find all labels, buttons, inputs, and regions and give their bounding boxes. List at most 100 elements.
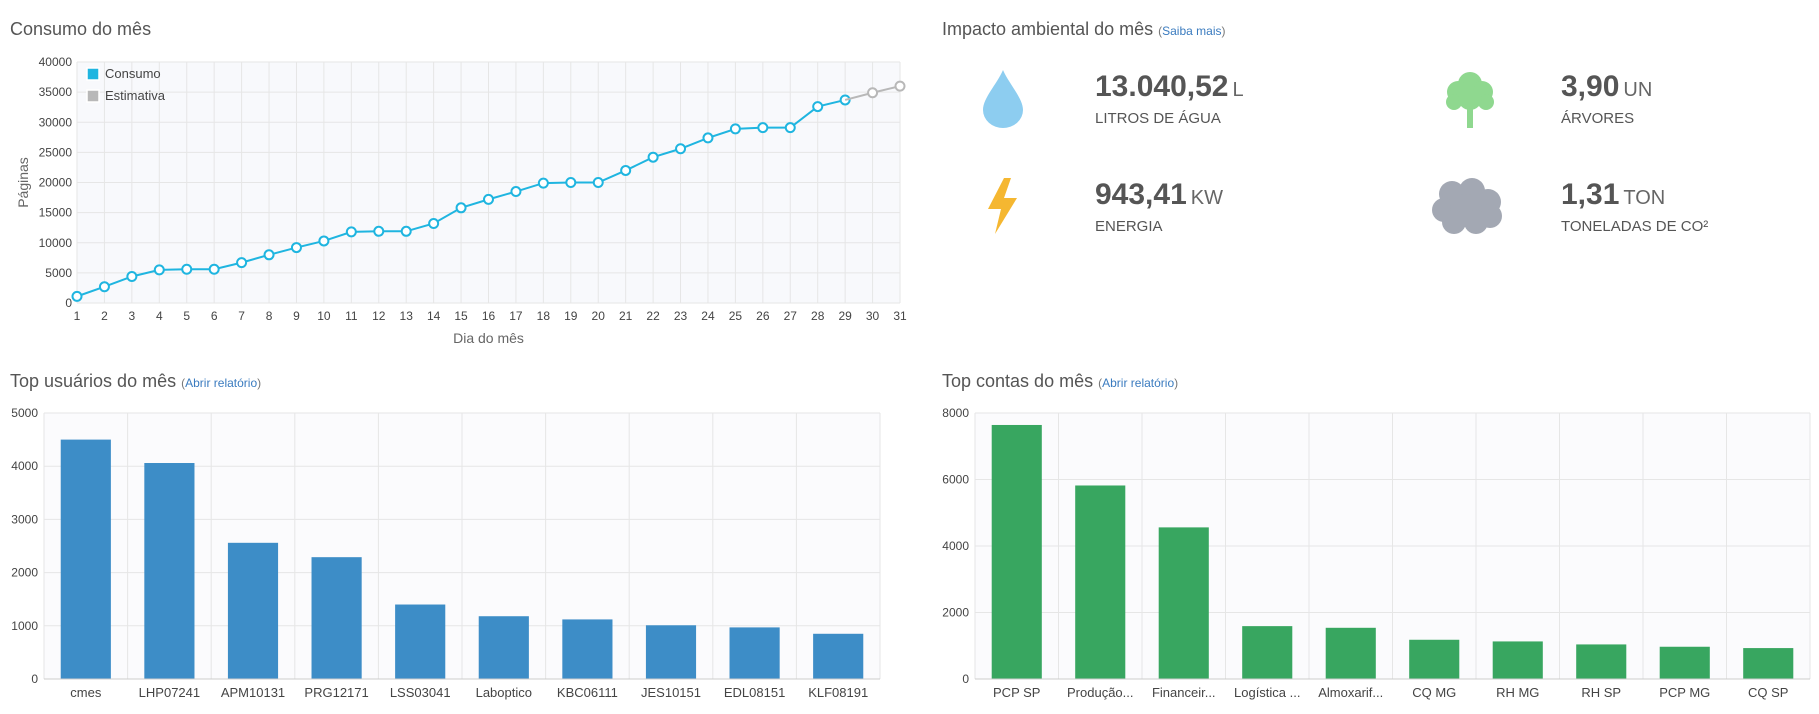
x-tick-label: 14 [427, 309, 441, 323]
data-point-consumo[interactable] [98, 281, 110, 293]
saiba-mais-link[interactable]: Saiba mais [1162, 24, 1222, 38]
conta-bar[interactable] [1242, 626, 1293, 679]
tree-icon [1446, 72, 1494, 128]
legend-label-consumo[interactable]: Consumo [105, 66, 161, 81]
impact-label-co2: TONELADAS DE CO² [1561, 218, 1709, 235]
data-point-consumo[interactable] [263, 249, 275, 261]
impact-item-water: 13.040,52 L LITROS DE ÁGUA [1095, 70, 1244, 127]
usuario-bar[interactable] [60, 439, 111, 679]
data-point-consumo[interactable] [126, 270, 138, 282]
data-point-consumo[interactable] [839, 94, 851, 106]
x-tick-label: 4 [156, 309, 163, 323]
data-point-consumo[interactable] [373, 225, 385, 237]
legend-label-estimativa[interactable]: Estimativa [105, 88, 166, 103]
data-point-consumo[interactable] [208, 263, 220, 275]
conta-category-label: CQ MG [1412, 685, 1456, 700]
conta-bar[interactable] [1325, 627, 1376, 679]
impact-value-co2: 1,31 TON [1561, 178, 1666, 211]
data-point-consumo[interactable] [729, 123, 741, 135]
lightning-icon [988, 178, 1017, 234]
usuarios-report-link[interactable]: Abrir relatório [185, 376, 258, 390]
data-point-estimativa[interactable] [894, 80, 906, 92]
data-point-consumo[interactable] [510, 186, 522, 198]
y-tick-label: 25000 [39, 145, 73, 159]
legend-swatch-consumo [86, 67, 100, 81]
y-tick-label: 4000 [942, 539, 969, 553]
x-tick-label: 8 [266, 309, 273, 323]
data-point-consumo[interactable] [71, 290, 83, 302]
water-drop-icon [983, 70, 1023, 128]
conta-bar[interactable] [1409, 639, 1460, 679]
conta-category-label: RH SP [1581, 685, 1621, 700]
data-point-consumo[interactable] [400, 225, 412, 237]
data-point-consumo[interactable] [290, 242, 302, 254]
conta-bar[interactable] [1158, 527, 1209, 679]
usuario-bar[interactable] [645, 625, 697, 679]
data-point-consumo[interactable] [483, 193, 494, 205]
usuario-bar[interactable] [311, 557, 362, 679]
data-point-consumo[interactable] [647, 151, 659, 163]
data-point-consumo[interactable] [702, 132, 714, 144]
impact-value-energy: 943,41 KW [1095, 178, 1223, 211]
y-tick-label: 0 [962, 672, 969, 686]
data-point-consumo[interactable] [812, 101, 824, 113]
x-tick-label: 9 [293, 309, 300, 323]
usuario-bar[interactable] [729, 627, 780, 679]
x-tick-label: 20 [592, 309, 606, 323]
usuario-bar[interactable] [813, 633, 864, 679]
y-tick-label: 0 [31, 672, 38, 686]
impact-item-co2: 1,31 TON TONELADAS DE CO² [1561, 178, 1708, 235]
x-tick-label: 28 [811, 309, 825, 323]
impact-label-water: LITROS DE ÁGUA [1095, 110, 1221, 127]
usuario-category-label: PRG12171 [304, 685, 368, 700]
conta-bar[interactable] [991, 424, 1042, 679]
usuario-bar[interactable] [478, 616, 529, 679]
data-point-consumo[interactable] [537, 177, 549, 189]
conta-bar[interactable] [1659, 646, 1710, 679]
data-point-consumo[interactable] [428, 217, 440, 229]
data-point-estimativa[interactable] [867, 87, 879, 99]
x-tick-label: 3 [129, 309, 136, 323]
conta-bar[interactable] [1075, 485, 1126, 679]
saiba-mais-link-wrap: (Saiba mais) [1158, 24, 1226, 38]
x-tick-label: 19 [564, 309, 578, 323]
x-tick-label: 21 [619, 309, 633, 323]
data-point-consumo[interactable] [153, 264, 165, 276]
usuario-category-label: KBC06111 [557, 685, 618, 700]
data-point-consumo[interactable] [620, 164, 632, 176]
x-tick-label: 25 [729, 309, 743, 323]
impact-label-energy: ENERGIA [1095, 218, 1163, 235]
x-tick-label: 16 [482, 309, 496, 323]
data-point-consumo[interactable] [318, 235, 330, 247]
x-tick-label: 6 [211, 309, 218, 323]
data-point-consumo[interactable] [455, 202, 467, 214]
data-point-consumo[interactable] [784, 122, 796, 134]
data-point-consumo[interactable] [675, 143, 687, 155]
usuario-category-label: Laboptico [476, 685, 532, 700]
data-point-consumo[interactable] [181, 263, 193, 275]
usuario-bar[interactable] [395, 604, 446, 679]
usuario-category-label: EDL08151 [724, 685, 785, 700]
contas-report-link[interactable]: Abrir relatório [1102, 376, 1175, 390]
consumo-title: Consumo do mês [10, 19, 152, 39]
x-tick-label: 7 [238, 309, 245, 323]
x-tick-label: 18 [537, 309, 551, 323]
data-point-consumo[interactable] [592, 177, 604, 188]
usuario-bar[interactable] [562, 619, 613, 679]
usuario-bar[interactable] [144, 463, 195, 679]
data-point-consumo[interactable] [345, 226, 357, 238]
usuario-category-label: KLF08191 [808, 685, 868, 700]
x-tick-label: 30 [866, 309, 880, 323]
conta-bar[interactable] [1743, 648, 1794, 679]
conta-bar[interactable] [1492, 641, 1543, 679]
data-point-consumo[interactable] [757, 122, 769, 134]
x-tick-label: 22 [646, 309, 660, 323]
usuario-bar[interactable] [227, 542, 279, 679]
usuarios-title: Top usuários do mês (Abrir relatório) [10, 371, 262, 391]
x-tick-label: 10 [317, 309, 331, 323]
data-point-consumo[interactable] [236, 257, 248, 269]
data-point-consumo[interactable] [565, 177, 577, 188]
conta-bar[interactable] [1576, 644, 1627, 679]
y-tick-label: 2000 [942, 606, 969, 620]
y-tick-label: 5000 [11, 406, 38, 420]
